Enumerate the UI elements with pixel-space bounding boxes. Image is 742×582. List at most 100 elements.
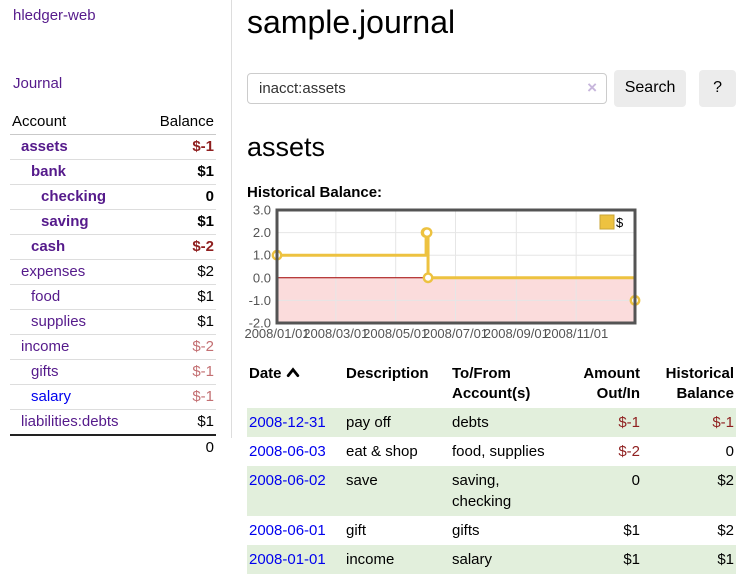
svg-text:0.0: 0.0 [253,270,271,285]
column-header-amount: Amount Out/In [583,365,640,402]
column-header-accounts: To/From Account(s) [452,365,531,402]
account-link-salary[interactable]: salary [31,388,72,405]
account-balance: $2 [197,263,214,280]
transaction-balance: $2 [717,472,734,489]
account-balance: $1 [197,163,214,180]
transaction-description: eat & shop [346,443,418,460]
transaction-description: income [346,551,395,568]
search-button[interactable]: Search [614,69,687,107]
svg-text:2008/03/01: 2008/03/01 [303,326,368,341]
sidebar-item-journal[interactable]: Journal [13,75,63,92]
sidebar-item-supplies: supplies $1 [10,309,216,335]
sidebar-item-cash: cash $-2 [10,234,216,260]
account-balance: $1 [197,288,214,305]
transaction-date-link[interactable]: 2008-01-01 [249,551,326,568]
account-balance: $-1 [192,138,214,155]
account-link-saving[interactable]: saving [41,213,89,230]
account-link-food[interactable]: food [31,288,61,305]
search-input[interactable] [247,72,607,104]
svg-text:1.0: 1.0 [253,248,271,263]
transaction-row: 2008-06-03 eat & shop food, supplies $-2… [247,437,736,466]
accounts-table: Account Balance assets $-1 bank $1 check… [10,110,216,460]
transaction-date-link[interactable]: 2008-06-03 [249,443,326,460]
transaction-description: save [346,472,378,489]
sidebar-item-checking: checking 0 [10,184,216,210]
transaction-row: 2008-01-01 income salary $1 $1 [247,545,736,574]
transaction-date-link[interactable]: 2008-06-01 [249,522,326,539]
svg-text:2008/09/01: 2008/09/01 [484,326,549,341]
transaction-row: 2008-12-31 pay off debts $-1 $-1 [247,408,736,437]
account-link-gifts[interactable]: gifts [31,363,59,380]
account-balance: $-1 [192,388,214,405]
account-balance: $-1 [192,363,214,380]
register-header-row: Date Description To/From Account(s) Amou… [247,362,736,408]
accounts-header-balance: Balance [159,113,214,130]
sidebar-item-bank: bank $1 [10,159,216,185]
sidebar-item-income: income $-2 [10,334,216,360]
account-balance: $1 [197,213,214,230]
account-link-assets[interactable]: assets [21,138,68,155]
transaction-date-link[interactable]: 2008-06-02 [249,472,326,489]
svg-text:-1.0: -1.0 [249,293,271,308]
account-link-supplies[interactable]: supplies [31,313,87,330]
transaction-amount: $-2 [618,443,640,460]
column-header-balance: Historical Balance [665,365,734,402]
clear-search-icon[interactable]: × [587,77,597,97]
help-button[interactable]: ? [699,69,736,107]
svg-text:$: $ [616,215,624,230]
sidebar: hledger-web Journal Account Balance asse… [0,0,232,456]
transaction-amount: $1 [623,522,640,539]
transaction-row: 2008-06-02 save saving, checking 0 $2 [247,466,736,516]
svg-text:2008/07/01: 2008/07/01 [423,326,488,341]
transaction-accounts: saving, checking [452,472,512,510]
accounts-header-row: Account Balance [10,110,216,135]
column-header-description: Description [346,365,429,382]
account-balance: $1 [197,313,214,330]
account-link-expenses[interactable]: expenses [21,263,86,280]
account-balance: 0 [205,188,214,205]
transaction-balance: $2 [717,522,734,539]
sidebar-item-salary: salary $-1 [10,384,216,410]
account-link-liabilities-debts[interactable]: liabilities:debts [21,413,119,430]
accounts-total-value: 0 [205,439,214,456]
sidebar-item-gifts: gifts $-1 [10,359,216,385]
transaction-balance: $1 [717,551,734,568]
transaction-balance: $-1 [712,414,734,431]
account-balance: $-2 [192,338,214,355]
svg-text:2008/11/01: 2008/11/01 [544,326,608,341]
account-link-income[interactable]: income [21,338,70,355]
sidebar-item-expenses: expenses $2 [10,259,216,285]
app-title-link[interactable]: hledger-web [13,7,96,24]
sidebar-item-saving: saving $1 [10,209,216,235]
search-form: × Search ? [247,69,736,107]
transaction-accounts: food, supplies [452,443,545,460]
transaction-accounts: debts [452,414,489,431]
accounts-total-row: 0 [10,435,216,460]
column-header-date[interactable]: Date [247,362,344,408]
svg-text:3.0: 3.0 [253,203,271,218]
svg-text:2008/01/01: 2008/01/01 [244,326,309,341]
sort-ascending-icon [286,364,300,384]
svg-text:2008/05/01: 2008/05/01 [363,326,428,341]
transaction-accounts: salary [452,551,493,568]
account-balance: $-2 [192,238,214,255]
account-link-bank[interactable]: bank [31,163,67,180]
register-table: Date Description To/From Account(s) Amou… [247,362,736,574]
account-link-cash[interactable]: cash [31,238,66,255]
chart-title: Historical Balance: [247,184,383,201]
svg-text:2.0: 2.0 [253,225,271,240]
transaction-accounts: gifts [452,522,480,539]
account-link-checking[interactable]: checking [41,188,107,205]
page-title: sample.journal [247,4,456,40]
account-heading: assets [247,132,326,162]
sidebar-item-liabilities-debts: liabilities:debts $1 [10,409,216,436]
account-balance: $1 [197,413,214,430]
transaction-description: gift [346,522,367,539]
transaction-amount: 0 [631,472,640,489]
transaction-balance: 0 [725,443,734,460]
svg-text:-2.0: -2.0 [249,316,271,331]
sidebar-item-food: food $1 [10,284,216,310]
transaction-date-link[interactable]: 2008-12-31 [249,414,326,431]
transaction-row: 2008-06-01 gift gifts $1 $2 [247,516,736,545]
transaction-description: pay off [346,414,391,431]
